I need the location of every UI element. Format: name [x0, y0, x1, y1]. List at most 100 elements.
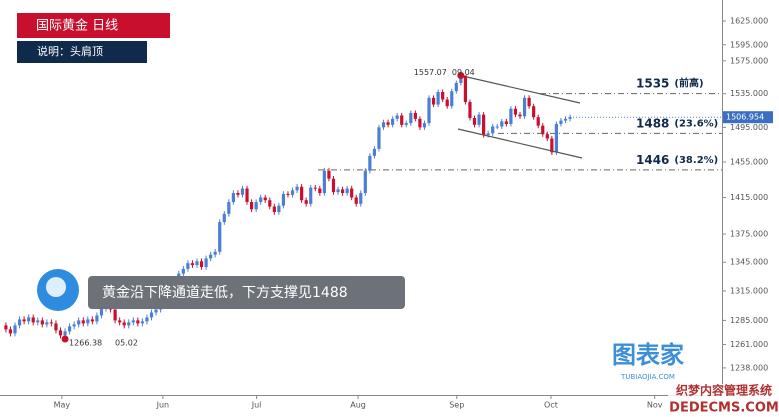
- candle-body: [436, 92, 440, 105]
- candle-body: [322, 170, 326, 194]
- y-tick-label: 1261.000: [730, 340, 768, 349]
- level-label: 1446 (38.2%): [636, 152, 718, 166]
- x-tick-label: Jun: [156, 401, 170, 410]
- candle-body: [554, 123, 558, 153]
- candle-body: [391, 118, 395, 125]
- watermark-site: DEDECMS.COM: [669, 401, 779, 416]
- candle-body: [68, 326, 72, 332]
- candle-body: [195, 261, 199, 266]
- watermark-box: [668, 384, 779, 417]
- candle-body: [536, 117, 540, 126]
- candle-body: [263, 197, 267, 201]
- candle-body: [113, 309, 117, 321]
- candle-body: [522, 97, 527, 117]
- candle-body: [149, 312, 154, 318]
- candle-body: [418, 118, 422, 128]
- candle-body: [86, 319, 90, 324]
- y-tick-label: 1238.000: [730, 363, 768, 372]
- candle-body: [445, 99, 449, 107]
- candle-body: [27, 317, 31, 322]
- level-label: 1535 (前高): [636, 76, 704, 90]
- candle-body: [295, 186, 299, 191]
- candle-body: [482, 114, 486, 136]
- candle-body: [463, 75, 468, 103]
- candle-body: [477, 114, 481, 125]
- candle-body: [377, 127, 381, 149]
- candle-body: [213, 251, 217, 255]
- candle-body: [518, 114, 522, 117]
- candle-body: [245, 188, 249, 203]
- candle-body: [541, 125, 545, 135]
- candle-body: [527, 97, 531, 107]
- candle-body: [513, 108, 518, 115]
- candle-body: [431, 97, 436, 105]
- candle-body: [249, 202, 254, 210]
- candle-body: [140, 321, 144, 324]
- candle-body: [304, 200, 308, 204]
- candle-body: [8, 329, 13, 334]
- y-tick-label: 1375.000: [730, 230, 768, 239]
- candle-body: [209, 254, 213, 259]
- candle-body: [318, 188, 322, 194]
- peak-value: 1557.07: [414, 68, 447, 77]
- candle-body: [277, 205, 281, 213]
- logo-site: TUBIAOJIA.COM: [620, 373, 675, 381]
- candle-body: [427, 97, 431, 124]
- low-dot: [61, 335, 69, 343]
- candle-body: [450, 91, 454, 107]
- candle-body: [400, 115, 404, 125]
- candle-body: [95, 315, 99, 322]
- callout: 黄金沿下降通道走低，下方支撑见1488: [102, 284, 348, 301]
- candle-body: [227, 202, 231, 214]
- chart-title: 国际黄金 日线: [36, 18, 118, 34]
- y-tick-label: 1535.000: [730, 89, 768, 98]
- low-date: 05.02: [115, 339, 138, 348]
- candle-body: [286, 193, 290, 195]
- candle-body: [336, 189, 340, 193]
- candle-body: [268, 200, 272, 207]
- title-box: [17, 13, 170, 38]
- candle-body: [13, 325, 17, 334]
- candle-body: [550, 138, 554, 153]
- candle-body: [17, 319, 22, 326]
- watermark: 织梦内容管理系统: [676, 383, 772, 398]
- candle-body: [454, 82, 458, 92]
- candle-body: [236, 193, 240, 195]
- candle-body: [127, 322, 131, 326]
- y-tick-label: 1495.000: [730, 123, 768, 132]
- candle-body: [231, 193, 235, 203]
- candle-body: [81, 320, 85, 324]
- avatar-head: [46, 277, 66, 297]
- candle-body: [359, 193, 363, 204]
- candle-body: [491, 126, 495, 134]
- candle-body: [154, 309, 158, 313]
- last-price-box: [723, 111, 773, 124]
- candle-body: [54, 323, 58, 331]
- candle-body: [559, 120, 563, 124]
- candle-body: [290, 190, 295, 195]
- candle-body: [218, 222, 222, 252]
- candle-body: [422, 123, 427, 128]
- candle-body: [532, 106, 536, 118]
- candle-body: [49, 322, 54, 324]
- candle-body: [300, 186, 304, 201]
- candle-body: [131, 320, 135, 323]
- y-tick-label: 1625.000: [730, 17, 768, 26]
- candle-body: [350, 188, 354, 198]
- candle-body: [58, 330, 63, 336]
- candle-body: [340, 189, 345, 194]
- y-tick-label: 1315.000: [730, 286, 768, 295]
- y-tick-label: 1455.000: [730, 157, 768, 166]
- candle-body: [331, 178, 336, 193]
- candle-body: [545, 134, 549, 139]
- candle-body: [90, 319, 94, 322]
- y-tick-label: 1575.000: [730, 56, 768, 65]
- candle-body: [272, 206, 276, 213]
- candle-body: [190, 263, 195, 266]
- candle-body: [468, 102, 472, 119]
- candle-body: [40, 320, 44, 325]
- level-note: (前高): [674, 77, 703, 90]
- candle-body: [486, 133, 490, 136]
